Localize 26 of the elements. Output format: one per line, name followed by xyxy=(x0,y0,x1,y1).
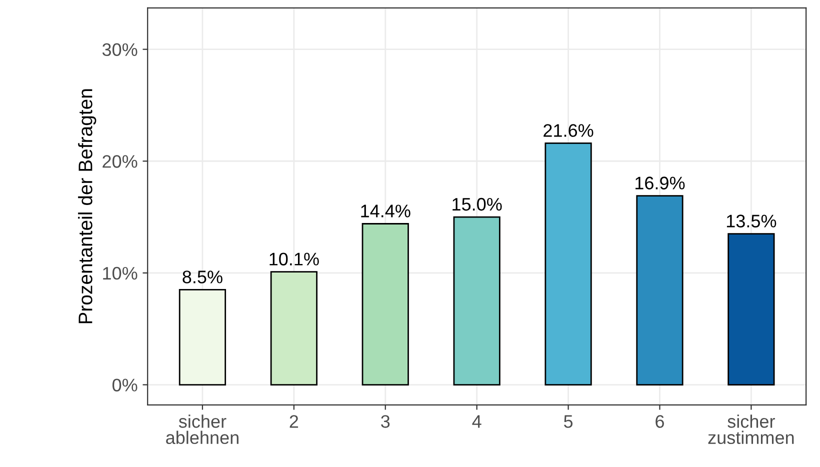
x-tick-label: 6 xyxy=(656,415,664,428)
bar xyxy=(178,289,226,386)
data-label: 8.5% xyxy=(182,270,222,284)
bar xyxy=(362,223,409,386)
data-label: 10.1% xyxy=(270,252,319,266)
x-tick-label: 2 xyxy=(290,415,298,428)
x-tick-label: sicher ablehnen xyxy=(166,414,238,444)
y-tick-label: 0% xyxy=(112,378,138,392)
x-tick-label: 5 xyxy=(564,415,573,428)
y-tick-label: 30% xyxy=(102,43,138,56)
data-label: 13.5% xyxy=(726,214,776,228)
bar xyxy=(636,195,684,386)
x-tick-label: sicher zustimmen xyxy=(708,414,794,444)
data-label: 15.0% xyxy=(452,198,502,211)
x-tick-label: 4 xyxy=(472,415,482,428)
y-tick-label: 10% xyxy=(103,266,138,280)
data-label: 16.9% xyxy=(636,176,685,190)
bar xyxy=(544,142,592,386)
data-label: 21.6% xyxy=(544,124,594,137)
bar xyxy=(453,216,500,386)
data-label: 14.4% xyxy=(361,204,410,218)
y-tick-label: 20% xyxy=(102,155,138,168)
bar xyxy=(270,271,318,386)
x-tick-label: 3 xyxy=(381,415,390,428)
bar xyxy=(728,233,775,386)
y-axis-title: Prozentanteil der Befragten xyxy=(78,89,96,324)
